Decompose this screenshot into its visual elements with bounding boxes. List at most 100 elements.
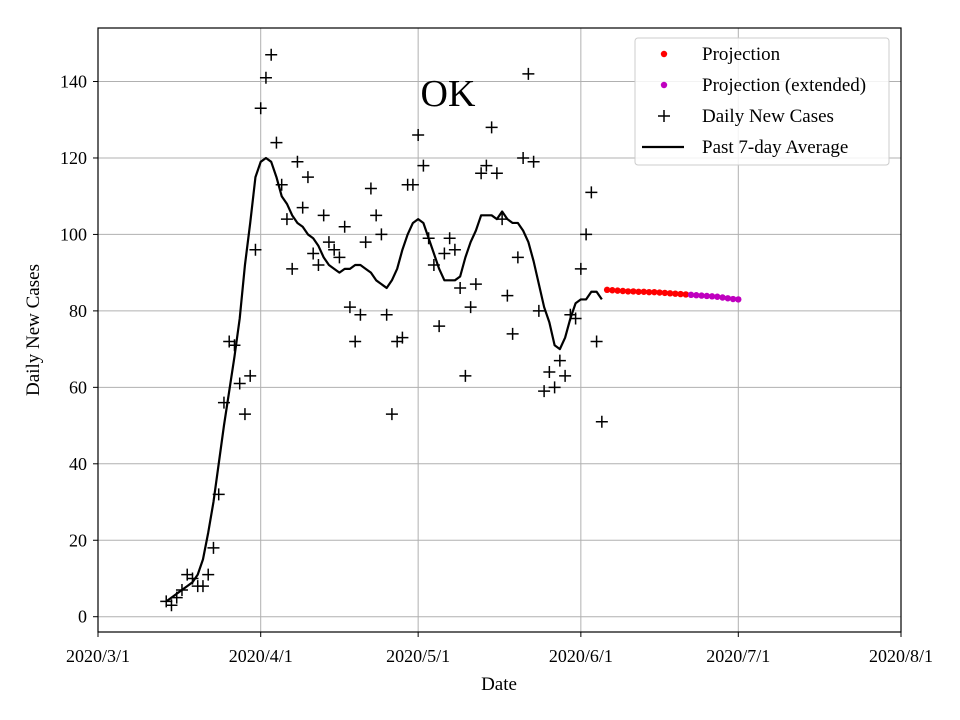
projection-marker — [645, 288, 653, 296]
daily-case-marker — [280, 213, 293, 226]
daily-case-marker — [349, 335, 362, 348]
daily-case-marker — [396, 331, 409, 344]
daily-case-marker — [338, 220, 351, 233]
legend: Projection Projection (extended) Daily New… — [634, 37, 890, 166]
legend-dot-marker — [660, 81, 668, 89]
extended-projection-marker — [698, 292, 705, 299]
daily-case-marker — [443, 232, 456, 245]
daily-case-marker — [296, 201, 309, 214]
extended-projection-marker — [729, 295, 737, 303]
daily-case-marker — [233, 377, 246, 390]
plot-series — [160, 48, 742, 612]
series-line-7day-average — [165, 156, 603, 603]
extended-projection-marker — [703, 292, 711, 300]
extended-projection-marker — [719, 294, 726, 301]
projection-marker — [640, 288, 648, 295]
axis-ticks: 2020/3/1 2020/4/1 2020/5/1 2020/6/1 2020/7/1… — [60, 72, 933, 666]
y-tick-label: 40 — [69, 454, 87, 474]
extended-projection-marker — [708, 293, 716, 300]
daily-case-marker — [417, 159, 430, 172]
daily-case-marker — [548, 381, 561, 394]
daily-case-marker — [480, 159, 493, 172]
daily-case-marker — [217, 396, 230, 409]
daily-case-marker — [196, 580, 209, 593]
plot-area-frame — [97, 27, 902, 633]
projection-marker — [609, 287, 616, 294]
daily-case-marker — [265, 48, 278, 61]
daily-case-marker — [343, 301, 356, 314]
daily-case-marker — [412, 129, 425, 142]
extended-projection-marker — [714, 293, 721, 300]
projection-marker — [682, 291, 690, 298]
extended-projection-marker — [724, 295, 732, 302]
daily-case-marker — [307, 247, 320, 260]
daily-case-marker — [490, 167, 503, 180]
y-tick-label: 60 — [69, 377, 87, 397]
daily-case-marker — [406, 178, 419, 191]
y-tick-label: 0 — [78, 607, 87, 627]
daily-case-marker — [364, 182, 377, 195]
daily-case-marker — [595, 415, 608, 428]
extended-projection-marker — [693, 292, 700, 299]
legend-label: Daily New Cases — [702, 106, 834, 127]
daily-case-marker — [212, 488, 225, 501]
daily-case-marker — [506, 327, 519, 340]
daily-case-marker — [574, 262, 587, 275]
daily-case-marker — [459, 369, 472, 382]
y-tick-label: 80 — [69, 301, 87, 321]
grid — [97, 28, 902, 632]
x-tick-label: 2020/4/1 — [229, 646, 293, 666]
y-tick-label: 20 — [69, 530, 87, 550]
daily-case-marker — [527, 155, 540, 168]
extended-projection-marker — [735, 296, 742, 303]
daily-case-marker — [317, 209, 330, 222]
legend-box — [634, 37, 890, 166]
y-tick-label: 100 — [60, 224, 87, 244]
daily-case-marker — [186, 572, 199, 585]
daily-case-marker — [175, 583, 188, 596]
legend-dot-marker — [660, 50, 668, 58]
projection-marker — [656, 289, 663, 296]
daily-case-marker — [207, 541, 220, 554]
legend-label: Projection — [702, 44, 781, 65]
daily-case-marker — [590, 335, 603, 348]
daily-case-marker — [370, 209, 383, 222]
daily-case-marker — [532, 304, 545, 317]
x-tick-label: 2020/5/1 — [386, 646, 450, 666]
projection-marker — [666, 290, 674, 297]
projection-marker — [624, 288, 632, 295]
daily-case-marker — [228, 339, 241, 352]
daily-case-marker — [485, 121, 498, 134]
daily-case-marker — [538, 385, 551, 398]
y-tick-label: 120 — [60, 148, 87, 168]
extended-projection-marker — [687, 291, 695, 299]
daily-case-marker — [501, 289, 514, 302]
projection-marker — [672, 290, 679, 297]
daily-case-marker — [585, 186, 598, 199]
daily-case-marker — [511, 251, 524, 264]
projection-marker — [619, 287, 627, 295]
projection-marker — [661, 289, 669, 297]
daily-case-marker — [375, 228, 388, 241]
daily-case-marker — [244, 369, 257, 382]
legend-label: Past 7-day Average — [702, 137, 848, 158]
daily-case-marker — [322, 236, 335, 249]
daily-case-marker — [286, 262, 299, 275]
daily-case-marker — [422, 232, 435, 245]
daily-case-marker — [202, 568, 215, 581]
daily-case-marker — [569, 312, 582, 325]
daily-case-marker — [464, 301, 477, 314]
daily-case-marker — [580, 228, 593, 241]
daily-case-marker — [380, 308, 393, 321]
y-tick-label: 140 — [60, 72, 87, 92]
legend-plus-marker — [658, 110, 670, 122]
projection-marker — [651, 288, 658, 296]
daily-case-marker — [291, 155, 304, 168]
daily-case-marker — [385, 408, 398, 421]
daily-case-marker — [270, 136, 283, 149]
daily-case-marker — [522, 67, 535, 80]
daily-case-marker — [469, 278, 482, 291]
x-axis-label: Date — [481, 674, 517, 695]
daily-case-marker — [454, 281, 467, 294]
